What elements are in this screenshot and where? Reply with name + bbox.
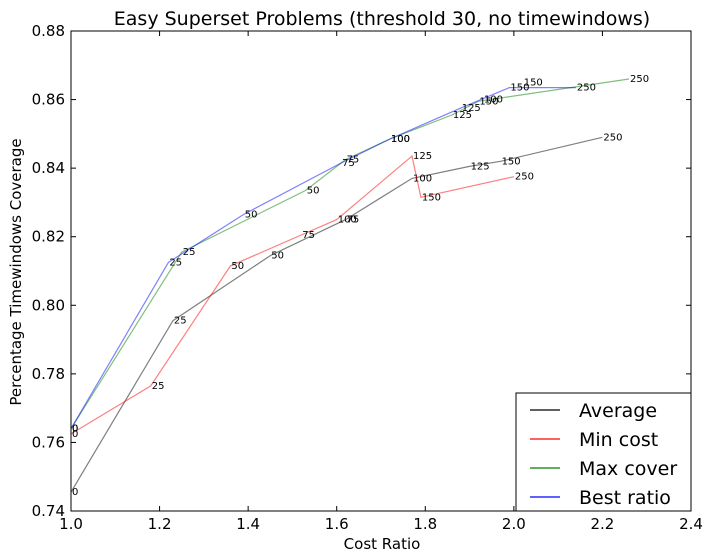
point-label-average: 0 xyxy=(72,487,78,498)
legend-label-max-cover: Max cover xyxy=(579,458,677,480)
legend-box xyxy=(515,392,692,512)
y-tick-label: 0.74 xyxy=(32,502,65,520)
point-label-extra: 100 xyxy=(484,95,503,106)
point-label-best-ratio: 100 xyxy=(391,134,410,145)
point-label-max-cover: 75 xyxy=(347,155,360,166)
x-tick-label: 1.0 xyxy=(59,515,83,533)
point-label-min-cost: 75 xyxy=(302,230,315,241)
x-tick-label: 1.8 xyxy=(413,515,437,533)
x-tick-label: 1.6 xyxy=(325,515,349,533)
y-tick-label: 0.80 xyxy=(32,296,65,314)
chart-title: Easy Superset Problems (threshold 30, no… xyxy=(114,8,650,30)
point-label-max-cover: 125 xyxy=(453,110,472,121)
point-label-min-cost: 250 xyxy=(515,172,534,183)
point-label-average: 125 xyxy=(471,161,490,172)
point-label-max-cover: 100 xyxy=(391,134,410,145)
x-tick-label: 1.2 xyxy=(148,515,172,533)
point-label-best-ratio: 0 xyxy=(72,424,78,435)
y-tick-label: 0.86 xyxy=(32,91,65,109)
axes: 1.0 1.2 1.4 1.6 1.8 2.0 2.2 2.4 0.74 0.76 0.78 0.80… xyxy=(32,22,703,533)
x-axis-label: Cost Ratio xyxy=(344,535,421,553)
point-label-max-cover: 50 xyxy=(307,185,320,196)
point-label-average: 100 xyxy=(413,173,432,184)
point-label-max-cover: 0 xyxy=(72,424,78,435)
legend-label-min-cost: Min cost xyxy=(579,429,658,451)
point-label-best-ratio: 75 xyxy=(342,158,355,169)
point-label-best-ratio: 250 xyxy=(577,83,596,94)
point-label-min-cost: 0 xyxy=(72,429,78,440)
point-label-average: 50 xyxy=(271,251,284,262)
point-label-extra: 150 xyxy=(524,77,543,88)
point-label-min-cost: 50 xyxy=(231,261,244,272)
point-label-min-cost: 25 xyxy=(152,381,165,392)
point-label-best-ratio: 25 xyxy=(169,257,182,268)
point-label-average: 150 xyxy=(502,156,521,167)
point-label-average: 25 xyxy=(174,316,187,327)
legend-label-average: Average xyxy=(579,400,657,422)
point-label-min-cost: 125 xyxy=(413,151,432,162)
point-label-min-cost: 150 xyxy=(422,192,441,203)
point-label-best-ratio: 50 xyxy=(245,209,258,220)
series-line-average xyxy=(70,136,603,493)
series-line-min-cost xyxy=(70,154,515,435)
y-tick-label: 0.78 xyxy=(32,365,65,383)
series-line-best-ratio xyxy=(70,86,576,430)
point-label-average: 250 xyxy=(603,132,622,143)
legend-label-best-ratio: Best ratio xyxy=(579,487,671,509)
x-tick-label: 2.2 xyxy=(590,515,614,533)
x-tick-label: 2.4 xyxy=(679,515,703,533)
point-label-max-cover: 150 xyxy=(479,96,498,107)
y-tick-label: 0.84 xyxy=(32,159,65,177)
point-label-max-cover: 25 xyxy=(183,247,196,258)
point-label-average: 75 xyxy=(347,215,360,226)
axes-frame xyxy=(70,30,692,512)
point-label-best-ratio: 125 xyxy=(462,103,481,114)
y-tick-label: 0.76 xyxy=(32,433,65,451)
y-axis-label: Percentage Timewindows Coverage xyxy=(7,138,25,405)
point-label-best-ratio: 150 xyxy=(510,83,529,94)
point-label-min-cost: 100 xyxy=(338,215,357,226)
y-tick-label: 0.88 xyxy=(32,22,65,40)
point-label-max-cover: 250 xyxy=(630,74,649,85)
x-tick-label: 2.0 xyxy=(502,515,526,533)
x-tick-label: 1.4 xyxy=(236,515,260,533)
y-tick-label: 0.82 xyxy=(32,228,65,246)
legend: Average Min cost Max cover Best ratio xyxy=(515,392,692,512)
